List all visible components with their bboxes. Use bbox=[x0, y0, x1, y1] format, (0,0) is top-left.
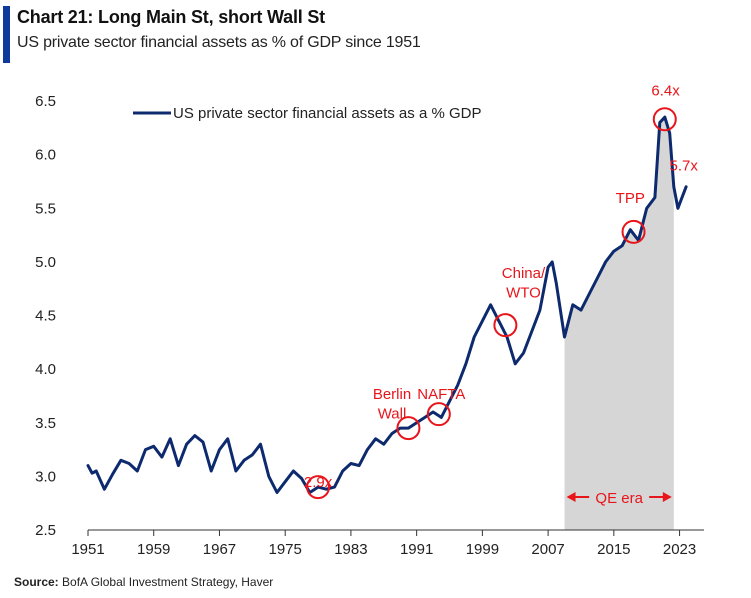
x-tick-label: 1967 bbox=[203, 541, 236, 558]
legend-label: US private sector financial assets as a … bbox=[173, 105, 481, 122]
annotation-label: 2.9x bbox=[304, 474, 333, 491]
highlight-circle bbox=[306, 475, 331, 500]
qe-era-arrowhead-left bbox=[566, 492, 576, 502]
highlight-circle bbox=[493, 313, 518, 338]
annotation-label: 6.4x bbox=[651, 83, 680, 100]
x-tick-label: 1959 bbox=[137, 541, 170, 558]
highlight-circle bbox=[652, 107, 677, 132]
x-tick-label: 1975 bbox=[269, 541, 302, 558]
y-tick-label: 3.5 bbox=[35, 415, 56, 432]
highlight-circle bbox=[396, 416, 421, 441]
series-line bbox=[86, 115, 688, 494]
source-note: Source: BofA Global Investment Strategy,… bbox=[14, 575, 273, 589]
source-label: Source: bbox=[14, 575, 59, 589]
qe-era-shaded-region bbox=[564, 117, 674, 531]
y-tick-label: 5.0 bbox=[35, 254, 56, 271]
y-tick-label: 5.5 bbox=[35, 200, 56, 217]
y-tick-label: 6.0 bbox=[35, 147, 56, 164]
highlight-circle bbox=[426, 402, 451, 427]
chart-subtitle: US private sector financial assets as % … bbox=[17, 34, 421, 51]
annotation-label: NAFTA bbox=[417, 386, 465, 403]
qe-era-label: QE era bbox=[595, 490, 643, 507]
annotation-label: WTO bbox=[506, 284, 541, 301]
qe-era-arrowhead-right bbox=[662, 492, 672, 502]
y-tick-label: 2.5 bbox=[35, 522, 56, 539]
highlight-circle bbox=[621, 219, 646, 244]
x-tick-label: 2015 bbox=[597, 541, 630, 558]
title-accent-bar bbox=[3, 6, 10, 63]
x-tick-label: 2023 bbox=[663, 541, 696, 558]
y-tick-label: 4.5 bbox=[35, 308, 56, 325]
qe-era-label-background bbox=[589, 486, 650, 508]
chart-title: Chart 21: Long Main St, short Wall St bbox=[17, 7, 325, 27]
y-tick-label: 4.0 bbox=[35, 361, 56, 378]
y-tick-label: 3.0 bbox=[35, 468, 56, 485]
x-tick-label: 1951 bbox=[71, 541, 104, 558]
annotation-label: China/ bbox=[502, 265, 546, 282]
y-tick-label: 6.5 bbox=[35, 93, 56, 110]
annotation-label: TPP bbox=[616, 190, 645, 207]
x-tick-label: 1991 bbox=[400, 541, 433, 558]
annotation-label: 5.7x bbox=[669, 158, 698, 175]
annotation-label: Wall bbox=[378, 405, 407, 422]
x-tick-label: 2007 bbox=[531, 541, 564, 558]
source-text: BofA Global Investment Strategy, Haver bbox=[62, 575, 274, 589]
x-tick-label: 1983 bbox=[334, 541, 367, 558]
annotation-label: Berlin bbox=[373, 386, 411, 403]
x-tick-label: 1999 bbox=[466, 541, 499, 558]
